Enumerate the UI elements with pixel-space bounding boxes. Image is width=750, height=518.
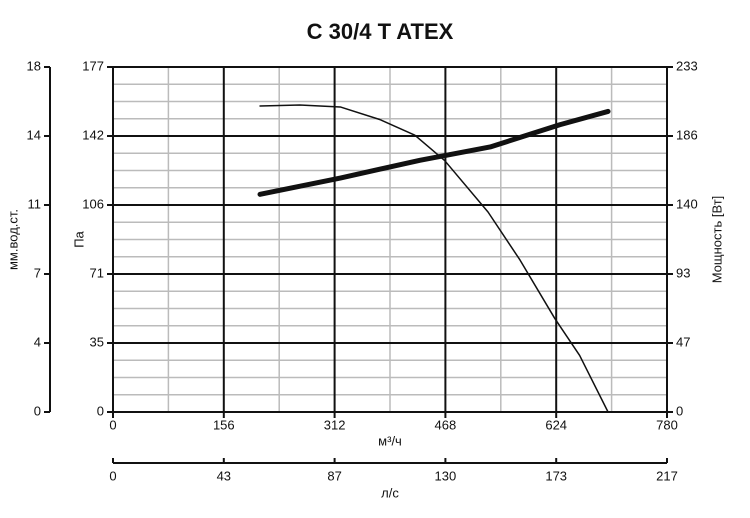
y-tick-label: 177 bbox=[82, 58, 104, 73]
x-tick-label: 624 bbox=[545, 417, 567, 432]
y2-tick-label: 0 bbox=[676, 403, 683, 418]
x-tick-label: 468 bbox=[435, 417, 457, 432]
y3-tick-label: 11 bbox=[28, 196, 42, 211]
y2-axis-title: Мощность [Вт] bbox=[709, 196, 724, 284]
y3-tick-label: 18 bbox=[27, 58, 41, 73]
x-tick-label: 312 bbox=[324, 417, 346, 432]
y-tick-label: 106 bbox=[82, 196, 104, 211]
x2-tick-label: 130 bbox=[435, 468, 457, 483]
y-tick-label: 71 bbox=[90, 265, 104, 280]
chart-title: C 30/4 T ATEX bbox=[307, 19, 454, 44]
x2-tick-label: 217 bbox=[656, 468, 678, 483]
x2-tick-label: 87 bbox=[327, 468, 341, 483]
x2-tick-label: 0 bbox=[109, 468, 116, 483]
y2-tick-label: 140 bbox=[676, 196, 698, 211]
x2-tick-label: 173 bbox=[545, 468, 567, 483]
y3-tick-label: 14 bbox=[27, 127, 41, 142]
y3-tick-label: 0 bbox=[34, 403, 41, 418]
x-tick-label: 780 bbox=[656, 417, 678, 432]
y2-tick-label: 186 bbox=[676, 127, 698, 142]
y3-axis-title: мм.вод.ст. bbox=[5, 209, 20, 270]
x2-axis-title: л/с bbox=[381, 485, 399, 500]
x-tick-label: 156 bbox=[213, 417, 235, 432]
y2-tick-label: 47 bbox=[676, 334, 690, 349]
y3-tick-label: 4 bbox=[34, 334, 41, 349]
y-tick-label: 35 bbox=[90, 334, 104, 349]
plot-frame bbox=[112, 66, 668, 413]
y-tick-label: 0 bbox=[97, 403, 104, 418]
curve bbox=[259, 104, 609, 413]
x-axis-title: м³/ч bbox=[378, 433, 402, 448]
y3-tick-label: 7 bbox=[34, 265, 41, 280]
y-tick-label: 142 bbox=[82, 127, 104, 142]
x2-tick-label: 43 bbox=[217, 468, 231, 483]
curve bbox=[257, 108, 611, 197]
y2-tick-label: 93 bbox=[676, 265, 690, 280]
x-tick-label: 0 bbox=[109, 417, 116, 432]
y-axis-title: Па bbox=[71, 230, 86, 247]
y2-tick-label: 233 bbox=[676, 58, 698, 73]
